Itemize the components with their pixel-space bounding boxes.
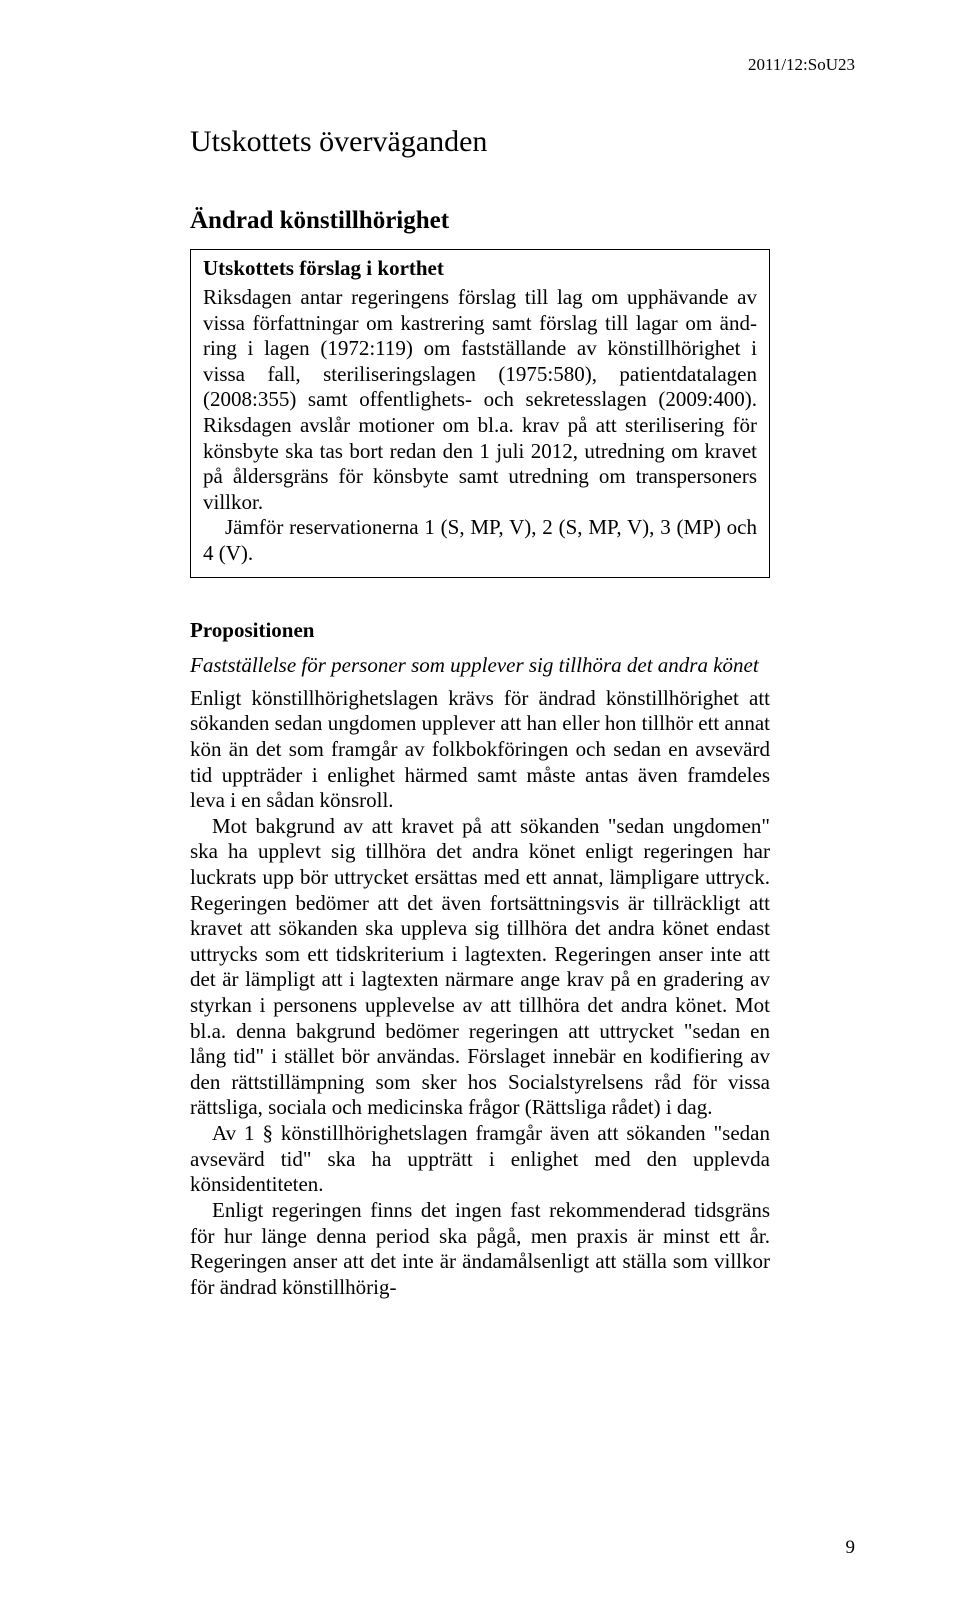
page-number: 9	[846, 1537, 856, 1559]
body-paragraph: Mot bakgrund av att kravet på att sökand…	[190, 814, 770, 1121]
body-paragraph: Enligt könstillhörighetslagen krävs för …	[190, 686, 770, 814]
body-paragraph: Enligt regeringen finns det ingen fast r…	[190, 1198, 770, 1300]
document-page: 2011/12:SoU23 Utskottets överväganden Än…	[0, 0, 960, 1611]
page-title: Utskottets överväganden	[190, 125, 770, 159]
summary-box: Utskottets förslag i korthet Riksdagen a…	[190, 249, 770, 578]
body-paragraph: Av 1 § könstillhörighetslagen framgår äv…	[190, 1121, 770, 1198]
subsection-heading: Propositionen	[190, 618, 770, 643]
subsection-subheading: Fastställelse för personer som upplever …	[190, 653, 770, 678]
section-heading: Ändrad könstillhörighet	[190, 207, 770, 235]
box-paragraph: Jämför reservationerna 1 (S, MP, V), 2 (…	[203, 515, 757, 566]
box-paragraph: Riksdagen antar regeringens förslag till…	[203, 285, 757, 515]
document-code: 2011/12:SoU23	[748, 55, 855, 75]
box-title: Utskottets förslag i korthet	[203, 256, 757, 281]
